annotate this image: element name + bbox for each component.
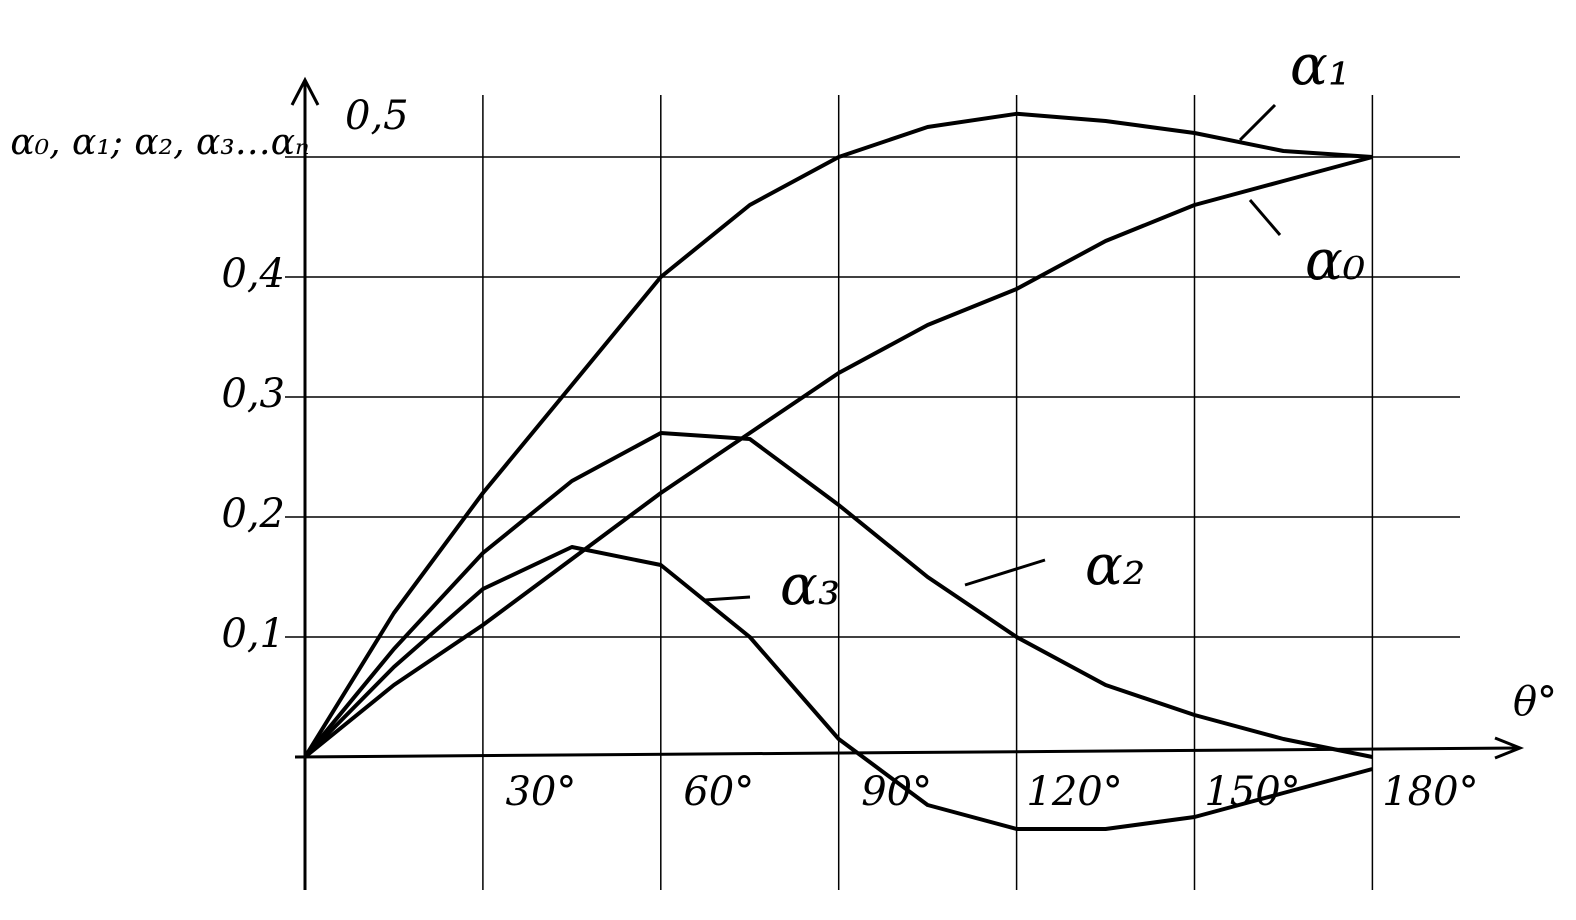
y-tick-label: 0,4 [221, 251, 285, 297]
x-tick-label: 120° [1026, 769, 1122, 815]
y-tick-label: 0,2 [221, 491, 285, 537]
series-label: α₂ [1085, 534, 1145, 599]
leader-line [704, 595, 751, 602]
x-axis [294, 746, 1521, 759]
x-tick-label: 90° [861, 769, 932, 815]
leader-line [964, 558, 1046, 587]
y-axis-arrow [290, 76, 320, 106]
series-line [303, 431, 1373, 759]
series-label: α₀ [1305, 229, 1365, 294]
leader-line [1248, 199, 1282, 236]
leader-line [1238, 103, 1277, 142]
y-tick-label: 0,5 [345, 93, 409, 139]
y-axis-label: α₀, α₁; α₂, α₃…αₙ [10, 122, 309, 163]
series-line [303, 155, 1373, 759]
y-tick-label: 0,1 [221, 611, 285, 657]
x-tick-label: 60° [683, 769, 754, 815]
series-line [303, 111, 1373, 759]
series-label: α₃ [780, 554, 840, 619]
x-axis-arrow [1494, 736, 1525, 760]
x-tick-label: 180° [1382, 769, 1478, 815]
series-label: α₁ [1290, 34, 1350, 99]
y-tick-label: 0,3 [221, 371, 285, 417]
x-tick-label: 30° [505, 769, 576, 815]
series-line [303, 545, 1373, 831]
x-axis-label: θ° [1513, 679, 1557, 725]
